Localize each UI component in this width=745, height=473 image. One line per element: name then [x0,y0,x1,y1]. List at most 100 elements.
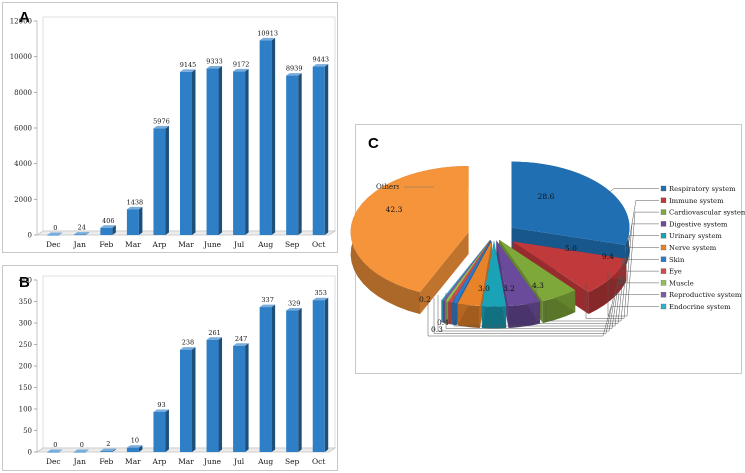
x-tick-label: Dec [46,240,61,249]
x-tick-label: Mar [178,457,194,466]
legend-swatch [660,209,667,215]
bar [180,69,196,235]
y-tick-label: 0 [28,232,32,240]
legend-swatch [660,303,667,310]
legend-swatch [660,233,667,239]
legend-label: Muscle [669,279,694,287]
legend-leader-line [437,282,659,332]
legend-label: Reproductive system [669,291,742,299]
bar [259,37,276,236]
bar-value-label: 0 [53,224,57,232]
bar [286,73,302,235]
legend-label: Immune system [669,197,724,205]
legend-label: Eye [669,268,682,276]
pie-value-label: 9.4 [602,252,614,261]
bar-value-label: 247 [235,335,247,343]
x-tick-label: Aug [257,457,273,466]
bar [259,304,276,452]
bar-value-label: 9145 [180,61,197,69]
x-tick-label: Arp [152,240,167,249]
legend-swatch [660,197,667,203]
bar [153,409,169,452]
bar [206,66,223,236]
chart-panel-b: B 0 50 100 150 200 250 300 350 400 0 Dec 0 Jan 2 Feb 10… [2,265,338,471]
x-tick-label: Jul [233,457,245,466]
bar [126,445,143,452]
bar-chart-b: 0 50 100 150 200 250 300 350 400 0 Dec 0 Jan 2 Feb 10 Ma… [19,275,337,466]
others-marker [399,184,404,190]
y-tick-label: 100 [19,406,32,414]
x-tick-label: Oct [312,457,325,466]
legend-label: Nerve system [669,244,717,252]
legend-leader-line [605,188,659,196]
legend-leader-line [433,294,659,334]
legend-leader-line [607,211,659,317]
y-tick-label: 150 [19,384,32,392]
pie-value-label: 0.3 [431,325,443,334]
bar [312,297,329,452]
x-tick-label: June [203,240,222,249]
legend-leader-line [445,270,659,329]
bar-value-label: 2 [106,440,110,448]
x-tick-label: Jan [73,457,86,466]
pie-value-label: 4.3 [532,281,544,290]
pie-slice [350,165,469,315]
x-tick-label: Mar [125,240,141,249]
bar-value-label: 261 [208,329,220,337]
pie-slice [496,240,541,328]
pie-chart-c: 28.6 9.4 5.0 4.3 3.2 3.0 0.40.3 0.2 42.3 Others Re… [350,161,745,337]
legend-swatch [660,268,667,274]
bar-value-label: 9172 [233,60,250,68]
bar [180,347,196,452]
y-tick-label: 250 [19,341,32,349]
legend-swatch [660,221,667,227]
legend-label: Urinary system [669,232,722,240]
y-tick-label: 0 [28,449,32,457]
x-tick-label: Mar [178,240,194,249]
y-tick-label: 300 [19,320,32,328]
legend-swatch [660,280,667,286]
legend-leader-line [427,301,659,337]
legend-label: Cardiovascular system [669,209,745,217]
bar-value-label: 8939 [286,65,303,73]
bar-value-label: 9333 [206,58,223,66]
panel-label-b: B [19,274,30,291]
y-tick-label: 10000 [10,53,32,61]
others-callout-label: Others [376,183,401,191]
bar [47,232,63,236]
bar-value-label: 10913 [257,29,278,37]
bar [286,308,302,452]
legend-label: Digestive system [669,220,728,228]
legend-leader-line [627,200,659,248]
bar [73,449,90,453]
bar [73,232,90,236]
legend-leader-line [545,235,659,322]
pie-value-label: 0.2 [419,295,431,304]
x-tick-label: Arp [152,457,167,466]
bar-value-label: 329 [288,300,300,308]
x-tick-label: Sep [285,240,300,249]
legend-label: Endocrine system [669,303,731,311]
y-tick-label: 50 [23,427,32,435]
pie-slice [481,240,507,329]
y-tick-label: 8000 [14,89,32,97]
bar-chart-a: 0 2000 4000 6000 8000 10000 12000 0 Dec 24 Jan 406 F… [10,16,337,249]
x-tick-label: Aug [257,240,273,249]
bar [126,206,143,235]
chart-panel-a: A 0 2000 4000 6000 8000 10000 12000 0 Dec 24 Jan 40… [2,2,338,253]
x-tick-label: Jan [73,240,86,249]
pie-value-label: 42.3 [386,205,403,214]
bar-value-label: 238 [182,339,194,347]
x-tick-label: Jul [233,240,245,249]
bar [206,337,223,452]
chart-panel-c: C 28.6 9.4 5.0 4.3 3.2 3.0 0.4 0.3 0.2 42.3 Others… [350,124,745,374]
bar [312,64,329,235]
legend-leader-line [453,259,659,327]
x-tick-label: Feb [99,240,113,249]
bar [47,449,63,453]
legend-swatch [660,292,667,298]
bar [100,225,116,235]
bar-value-label: 5976 [153,117,170,125]
pie-value-label: 3.0 [478,284,490,293]
panel-label-a: A [19,9,30,26]
